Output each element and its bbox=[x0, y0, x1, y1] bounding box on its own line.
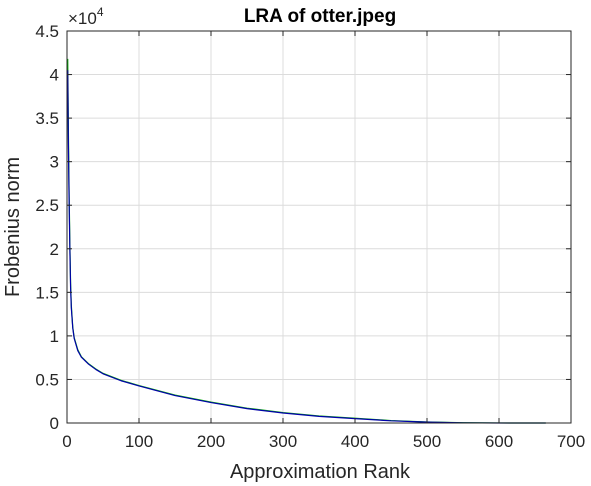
plot-frame bbox=[67, 31, 571, 423]
y-tick-label: 2.5 bbox=[35, 196, 59, 215]
y-tick-label: 4.5 bbox=[35, 22, 59, 41]
y-axis-label: Frobenius norm bbox=[2, 157, 24, 297]
x-tick-label: 200 bbox=[197, 432, 225, 451]
x-tick-label: 400 bbox=[341, 432, 369, 451]
y-axis-exponent-base: ×10 bbox=[68, 9, 97, 28]
y-tick-label: 0 bbox=[50, 414, 59, 433]
ticks bbox=[67, 31, 571, 423]
chart-title: LRA of otter.jpeg bbox=[244, 6, 396, 27]
tick-labels: 0 100 200 300 400 500 600 700 0 0.5 1 1.5 2 2.5 3 3.5 4 4… bbox=[35, 22, 585, 451]
grid bbox=[67, 31, 571, 423]
y-tick-label: 1.5 bbox=[35, 283, 59, 302]
y-tick-label: 1 bbox=[50, 327, 59, 346]
y-tick-label: 2 bbox=[50, 240, 59, 259]
y-axis-exponent-power: 4 bbox=[97, 5, 104, 19]
y-tick-label: 0.5 bbox=[35, 370, 59, 389]
x-axis-label: Approximation Rank bbox=[230, 461, 411, 483]
x-tick-label: 600 bbox=[485, 432, 513, 451]
x-tick-label: 300 bbox=[269, 432, 297, 451]
x-tick-label: 500 bbox=[413, 432, 441, 451]
y-axis-exponent: ×104 bbox=[68, 5, 104, 28]
x-tick-label: 100 bbox=[125, 432, 153, 451]
y-tick-label: 3.5 bbox=[35, 109, 59, 128]
x-tick-label: 0 bbox=[62, 432, 71, 451]
x-tick-label: 700 bbox=[557, 432, 585, 451]
y-tick-label: 4 bbox=[50, 66, 59, 85]
y-tick-label: 3 bbox=[50, 153, 59, 172]
